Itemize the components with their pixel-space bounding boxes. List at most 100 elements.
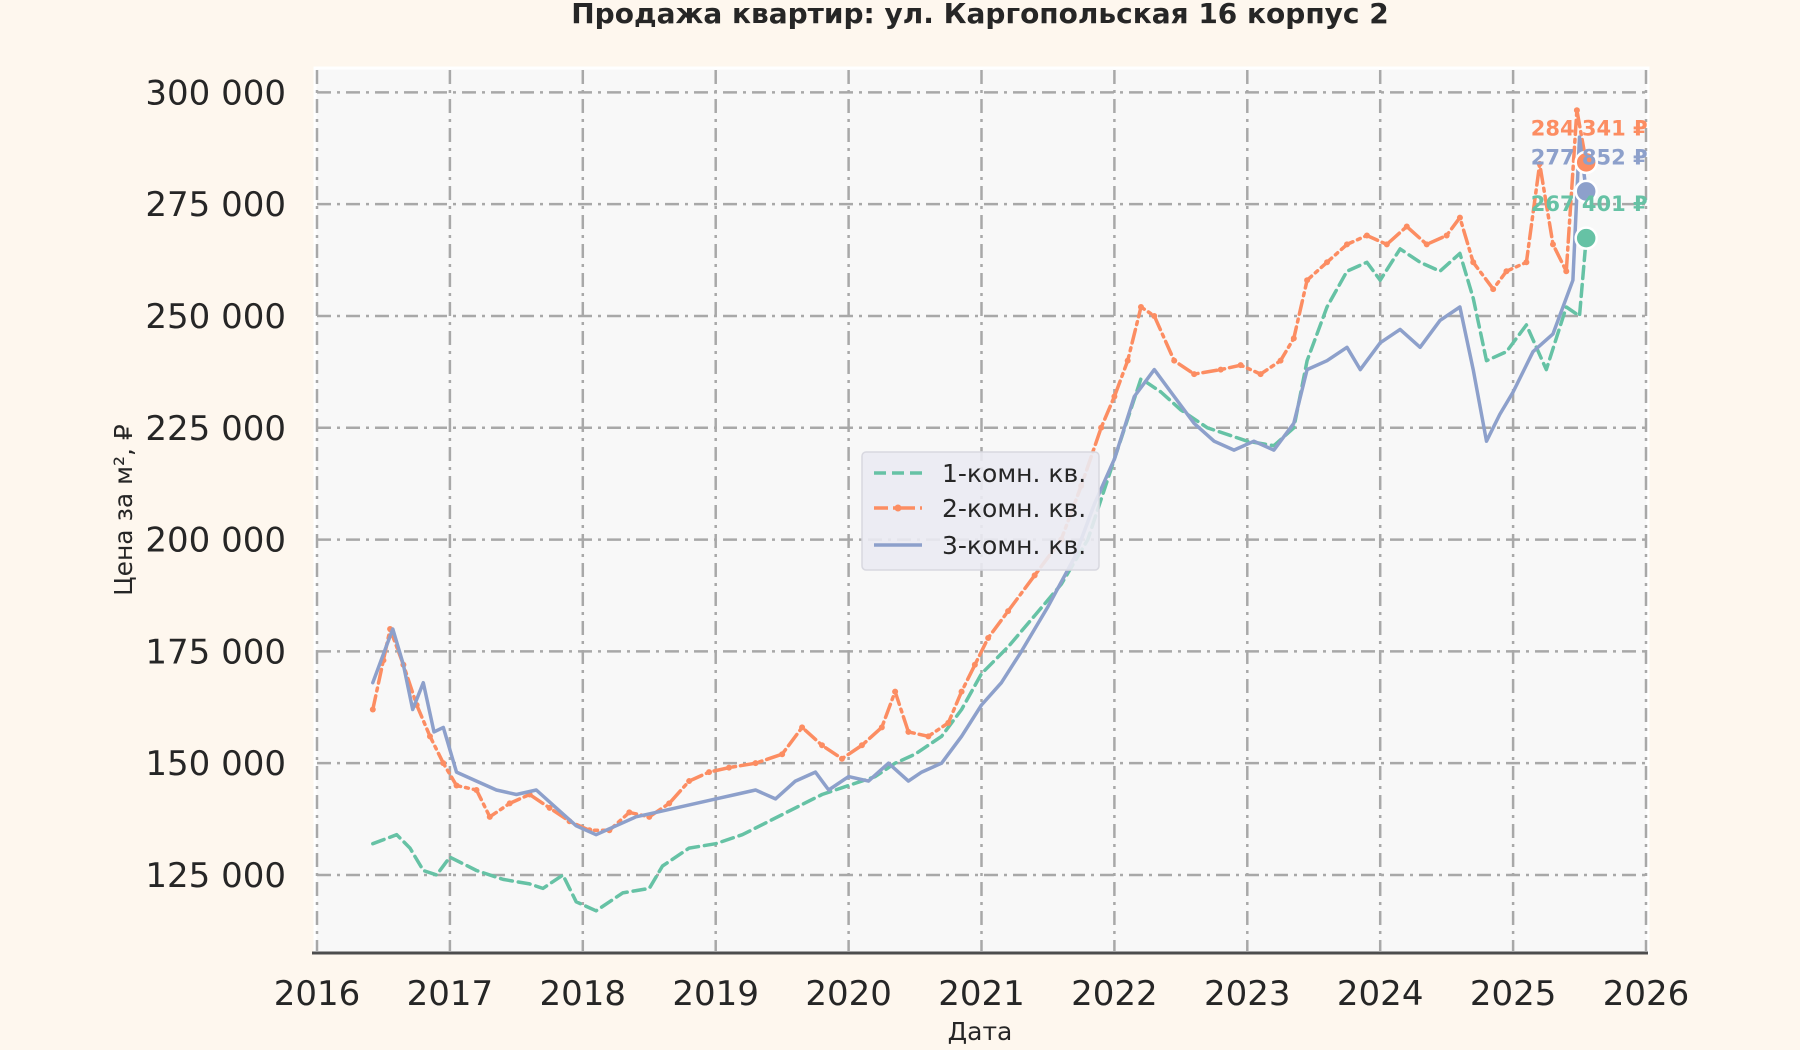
- series-point-2: [945, 719, 952, 726]
- y-tick-label: 125 000: [145, 856, 286, 896]
- series-point-2: [1363, 232, 1370, 239]
- x-tick-label: 2026: [1603, 974, 1690, 1014]
- series-point-2: [1423, 241, 1430, 248]
- series-lines: [369, 107, 1590, 913]
- series-line-1: [371, 236, 1588, 913]
- end-value-labels: 284 341 ₽ 277 852 ₽ 267 401 ₽: [1531, 116, 1648, 216]
- x-tick-label: 2020: [805, 974, 892, 1014]
- series-point-2: [925, 733, 932, 740]
- end-value-label-2: 277 852 ₽: [1531, 145, 1648, 169]
- series-point-2: [473, 787, 480, 794]
- y-tick-label: 250 000: [145, 297, 286, 337]
- series-point-2: [1124, 357, 1131, 364]
- x-tick-label: 2022: [1071, 974, 1158, 1014]
- end-marker-1: [1574, 150, 1598, 175]
- series-point-2: [892, 688, 899, 695]
- legend-label-3: 3-комн. кв.: [942, 531, 1086, 560]
- series-point-2: [506, 800, 513, 807]
- chart-title: Продажа квартир: ул. Каргопольская 16 ко…: [571, 0, 1389, 30]
- end-marker-3: [1574, 226, 1598, 250]
- y-tick-label: 200 000: [145, 521, 286, 561]
- legend-label-1: 1-комн. кв.: [942, 459, 1086, 488]
- end-value-label-1: 284 341 ₽: [1531, 116, 1648, 140]
- series-line-2: [371, 108, 1588, 833]
- series-point-2: [752, 760, 759, 767]
- x-tick-label: 2024: [1337, 974, 1424, 1014]
- series-point-2: [971, 661, 978, 668]
- legend: 1-комн. кв. 2-комн. кв. 3-комн. кв.: [861, 451, 1100, 571]
- series-point-2: [1563, 268, 1570, 275]
- series-point-2: [453, 782, 460, 789]
- series-point-2: [1456, 214, 1463, 221]
- legend-marker-2: [894, 504, 902, 512]
- series-point-2: [1383, 241, 1390, 248]
- y-tick-label: 300 000: [145, 73, 286, 113]
- series-point-2: [1573, 107, 1580, 114]
- series-point-2: [1443, 232, 1450, 239]
- series-point-2: [838, 755, 845, 762]
- series-point-2: [1290, 335, 1297, 342]
- series-point-2: [878, 724, 885, 731]
- series-point-2: [1304, 277, 1311, 284]
- x-tick-label: 2019: [672, 974, 759, 1014]
- y-axis-title: Цена за м², ₽: [109, 424, 138, 596]
- series-line-3: [371, 135, 1588, 837]
- x-tick-label: 2025: [1470, 974, 1557, 1014]
- series-point-2: [905, 728, 912, 735]
- series-point-2: [1470, 259, 1477, 266]
- x-tick-label: 2023: [1204, 974, 1291, 1014]
- series-point-2: [1536, 160, 1543, 167]
- y-tick-label: 150 000: [145, 744, 286, 784]
- end-value-label-3: 267 401 ₽: [1531, 192, 1648, 216]
- legend-box: [861, 451, 1100, 571]
- series-point-2: [1490, 286, 1497, 293]
- x-tick-label: 2021: [938, 974, 1025, 1014]
- series-point-2: [725, 764, 732, 771]
- series-point-2: [799, 724, 806, 731]
- end-markers: [1574, 150, 1598, 250]
- x-tick-labels: 2016 2017 2018 2019 2020 2021 2022 2023 2024 2025…: [274, 974, 1690, 1014]
- series-point-2: [1171, 357, 1178, 364]
- series-point-2: [369, 706, 376, 713]
- x-tick-label: 2018: [540, 974, 627, 1014]
- x-tick-label: 2017: [407, 974, 494, 1014]
- series-point-2: [1257, 371, 1264, 378]
- series-point-2: [1137, 304, 1144, 311]
- series-point-2: [985, 634, 992, 641]
- series-point-2: [1151, 312, 1158, 319]
- series-point-2: [819, 742, 826, 749]
- series-point-2: [626, 809, 633, 816]
- series-point-2: [779, 751, 786, 758]
- legend-label-2: 2-комн. кв.: [942, 494, 1086, 523]
- series-point-2: [486, 813, 493, 820]
- end-marker-2: [1574, 179, 1598, 204]
- series-point-2: [1523, 259, 1530, 266]
- series-point-2: [1277, 357, 1284, 364]
- series-point-2: [1503, 268, 1510, 275]
- series-point-2: [1324, 259, 1331, 266]
- series-point-2: [1343, 241, 1350, 248]
- series-point-2: [1098, 424, 1105, 431]
- series-point-2: [858, 742, 865, 749]
- x-tick-label: 2016: [274, 974, 361, 1014]
- series-point-2: [1217, 366, 1224, 373]
- series-point-2: [686, 778, 693, 785]
- series-point-2: [1111, 393, 1118, 400]
- series-point-2: [1237, 362, 1244, 369]
- series-point-2: [706, 769, 713, 776]
- series-point-2: [426, 733, 433, 740]
- x-axis-title: Дата: [948, 1017, 1013, 1046]
- series-point-2: [958, 688, 965, 695]
- series-point-2: [546, 804, 553, 811]
- series-point-2: [440, 760, 447, 767]
- y-tick-labels: 125 000 150 000 175 000 200 000 225 000 250 0…: [145, 73, 286, 896]
- y-tick-label: 275 000: [145, 185, 286, 225]
- y-tick-label: 175 000: [145, 632, 286, 672]
- series-point-2: [666, 800, 673, 807]
- series-point-2: [1031, 572, 1038, 579]
- y-tick-label: 225 000: [145, 409, 286, 449]
- grid-lines: [315, 70, 1648, 951]
- series-point-2: [1005, 608, 1012, 615]
- series-point-2: [1191, 371, 1198, 378]
